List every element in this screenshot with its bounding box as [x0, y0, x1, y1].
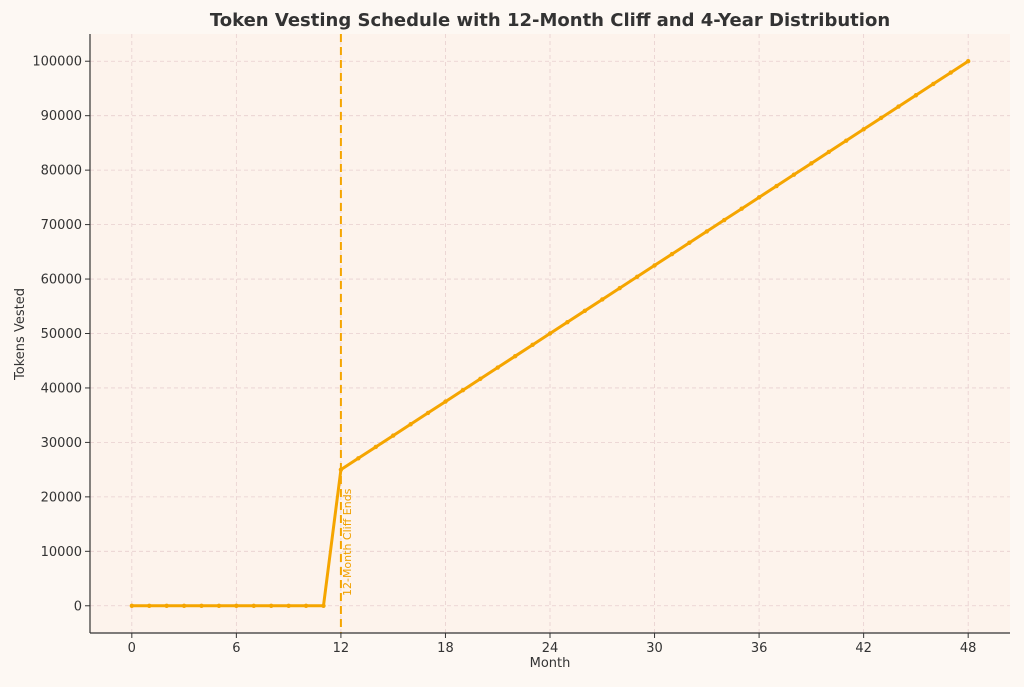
vesting-data-point [199, 603, 204, 608]
vesting-data-point [896, 104, 901, 109]
vesting-data-point [844, 138, 849, 143]
vesting-data-point [512, 353, 518, 359]
vesting-data-point [338, 467, 344, 472]
vesting-data-point [390, 433, 396, 438]
y-tick-label: 60000 [41, 273, 82, 288]
vesting-data-point [251, 603, 256, 608]
vesting-data-point [582, 308, 588, 314]
vesting-data-point [617, 285, 622, 291]
vesting-data-point [774, 183, 779, 189]
y-tick-label: 90000 [41, 109, 82, 124]
vesting-data-point [356, 456, 361, 461]
vesting-data-point [495, 365, 500, 370]
vesting-data-point [181, 603, 187, 608]
y-tick-label: 10000 [41, 545, 82, 560]
vesting-data-point [948, 70, 953, 75]
vesting-data-point [269, 603, 274, 608]
x-ticks: 0 6 12 18 24 30 36 42 48 [128, 633, 977, 656]
vesting-data-point [286, 603, 291, 608]
vesting-data-point [408, 422, 413, 427]
y-tick-label: 70000 [41, 218, 82, 233]
y-axis-label: Tokens Vested [13, 288, 28, 381]
vesting-data-point [565, 319, 570, 325]
vesting-data-point [878, 115, 884, 121]
chart-title: Token Vesting Schedule with 12-Month Cli… [210, 10, 890, 31]
x-tick-label: 12 [333, 641, 350, 656]
y-tick-label: 100000 [32, 55, 82, 70]
x-tick-label: 30 [646, 641, 663, 656]
series-layer [129, 59, 971, 608]
y-tick-label: 50000 [41, 327, 82, 342]
vesting-data-point [861, 127, 866, 132]
vesting-data-point [443, 399, 448, 404]
vesting-data-point [791, 172, 797, 177]
vesting-data-point [704, 229, 710, 234]
vesting-data-point [216, 603, 222, 608]
vesting-data-point [634, 274, 640, 279]
vesting-data-point [913, 93, 919, 98]
vesting-data-point [739, 206, 744, 211]
vesting-data-point [164, 603, 169, 608]
vesting-data-point [826, 149, 831, 155]
vesting-data-point [722, 217, 727, 223]
vesting-data-point [234, 603, 239, 608]
vesting-data-point [652, 263, 657, 268]
y-tick-label: 40000 [41, 381, 82, 396]
y-tick-label: 20000 [41, 490, 82, 505]
x-tick-label: 48 [960, 641, 977, 656]
x-tick-label: 42 [855, 641, 872, 656]
x-tick-label: 18 [437, 641, 454, 656]
vesting-data-point [809, 161, 814, 166]
y-tick-label: 80000 [41, 164, 82, 179]
x-tick-label: 24 [542, 641, 559, 656]
x-tick-label: 0 [128, 641, 136, 656]
vesting-data-point [373, 444, 378, 450]
vesting-data-point [687, 240, 692, 245]
x-tick-label: 36 [751, 641, 768, 656]
vesting-data-point [321, 603, 326, 608]
vesting-data-point [460, 388, 466, 393]
vesting-data-point [669, 251, 675, 257]
cliff-annotation: 12-Month Cliff Ends [339, 34, 354, 633]
vesting-data-point [303, 603, 309, 608]
y-ticks: 0 10000 20000 30000 40000 50000 60000 70000 8000… [32, 55, 90, 614]
vesting-data-point [600, 297, 605, 302]
vesting-data-point [147, 603, 152, 608]
x-tick-label: 6 [232, 641, 240, 656]
vesting-data-point [931, 81, 936, 87]
cliff-annotation-label: 12-Month Cliff Ends [341, 488, 354, 596]
vesting-data-point [129, 603, 135, 608]
vesting-data-point [547, 331, 553, 336]
vesting-data-point [478, 376, 483, 382]
vesting-data-point [965, 59, 971, 64]
grid-lines [90, 34, 1010, 633]
x-axis-label: Month [530, 656, 571, 671]
y-tick-label: 30000 [41, 436, 82, 451]
vesting-data-point [425, 410, 431, 416]
y-tick-label: 0 [74, 599, 82, 614]
vesting-data-point [756, 195, 762, 200]
vesting-data-point [530, 342, 535, 348]
